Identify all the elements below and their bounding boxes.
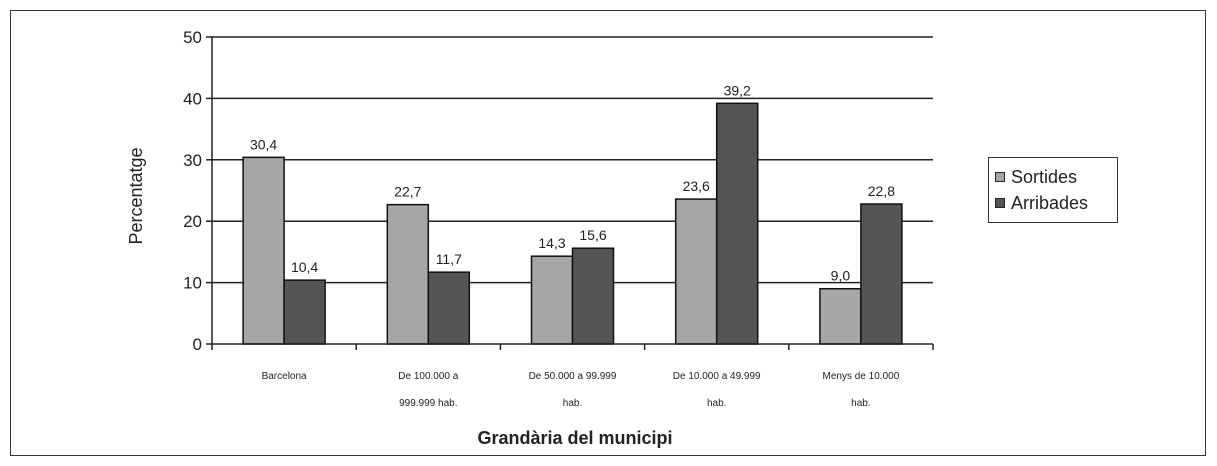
- data-label-sortides-3: 23,6: [683, 178, 710, 194]
- data-label-sortides-1: 22,7: [394, 184, 421, 200]
- x-tick-label-0-0: Barcelona: [262, 371, 307, 382]
- x-tick-label-2-0: De 50.000 a 99.999: [529, 371, 617, 382]
- data-label-sortides-4: 9,0: [831, 268, 851, 284]
- axes: 0 10 20 30 40 50 Barcelona De 100.000 a 999.999 …: [183, 28, 934, 409]
- legend-swatch-arribades: [995, 198, 1005, 208]
- bar-arribades-0: [283, 279, 326, 345]
- x-tick-label-4-1: hab.: [851, 398, 870, 409]
- bars: [242, 102, 903, 345]
- chart-frame: [10, 10, 1206, 456]
- y-tick-label-10: 10: [183, 274, 202, 293]
- bar-arribades-3: [715, 102, 759, 345]
- x-tick-label-1-1: 999.999 hab.: [399, 398, 457, 409]
- x-tick-label-2-1: hab.: [563, 398, 582, 409]
- data-labels: 30,4 10,4 22,7 11,7 14,3 15,6 23,6 39,2 9,0 22,8: [250, 82, 895, 283]
- bar-arribades-2: [571, 247, 615, 345]
- y-tick-label-0: 0: [193, 335, 202, 354]
- x-tick-label-3-0: De 10.000 a 49.999: [673, 371, 761, 382]
- data-label-arribades-3: 39,2: [724, 82, 751, 98]
- data-label-arribades-4: 22,8: [868, 183, 895, 199]
- data-label-arribades-0: 10,4: [291, 259, 318, 275]
- legend-item-sortides: Sortides: [995, 166, 1077, 188]
- bar-sortides-0: [242, 156, 285, 345]
- data-label-arribades-1: 11,7: [436, 251, 462, 267]
- y-tick-label-50: 50: [183, 28, 202, 47]
- legend-swatch-sortides: [995, 172, 1005, 182]
- bar-sortides-1: [386, 203, 430, 345]
- x-tick-label-1-0: De 100.000 a: [398, 371, 458, 382]
- x-tick-label-3-1: hab.: [707, 398, 726, 409]
- data-label-sortides-2: 14,3: [538, 235, 565, 251]
- legend-label-arribades: Arribades: [1011, 192, 1089, 213]
- data-label-arribades-2: 15,6: [579, 227, 606, 243]
- bar-sortides-2: [530, 255, 574, 345]
- data-label-sortides-0: 30,4: [250, 136, 277, 152]
- bar-arribades-4: [860, 203, 903, 345]
- y-tick-label-30: 30: [183, 151, 202, 170]
- legend: Sortides Arribades: [988, 157, 1118, 223]
- bar-sortides-3: [674, 198, 718, 345]
- gridlines: [212, 36, 933, 284]
- x-tick-label-4-0: Menys de 10.000: [823, 371, 900, 382]
- y-tick-label-40: 40: [183, 89, 202, 108]
- legend-label-sortides: Sortides: [1011, 166, 1078, 187]
- bar-arribades-1: [427, 271, 471, 345]
- legend-item-arribades: Arribades: [995, 192, 1088, 214]
- x-axis-title: Grandària del municipi: [477, 428, 672, 448]
- y-axis-title: Percentatge: [126, 147, 146, 244]
- bar-sortides-4: [819, 287, 862, 345]
- y-tick-label-20: 20: [183, 212, 202, 231]
